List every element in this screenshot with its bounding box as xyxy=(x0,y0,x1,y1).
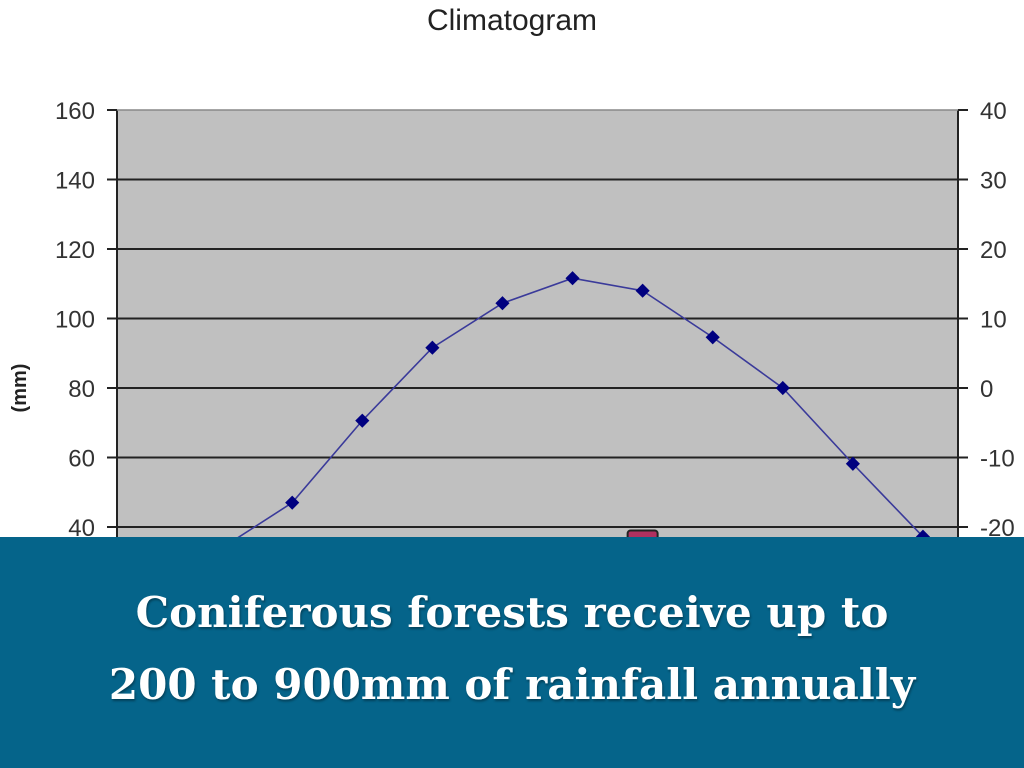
right-tick-label: 40 xyxy=(980,98,1007,125)
left-tick-label: 60 xyxy=(68,446,95,473)
temperature-point xyxy=(495,296,510,311)
temperature-point xyxy=(705,330,720,345)
left-tick-label: 100 xyxy=(55,307,95,334)
left-tick-label: 120 xyxy=(55,237,95,264)
temperature-point xyxy=(565,271,580,286)
temperature-point xyxy=(775,380,790,396)
right-tick-label: -10 xyxy=(980,446,1015,473)
caption-text: Coniferous forests receive up to 200 to … xyxy=(109,577,915,721)
right-tick-label: 30 xyxy=(980,168,1007,195)
temperature-point xyxy=(635,283,650,298)
caption-line-1: Coniferous forests receive up to xyxy=(135,587,889,637)
left-tick-label: 140 xyxy=(55,168,95,195)
temperature-point xyxy=(425,340,440,355)
temperature-point xyxy=(285,495,300,510)
caption-line-2: 200 to 900mm of rainfall annually xyxy=(108,659,916,709)
left-tick-label: 160 xyxy=(55,98,95,125)
caption-banner: Coniferous forests receive up to 200 to … xyxy=(0,537,1024,768)
temperature-point xyxy=(845,456,860,471)
right-tick-label: 20 xyxy=(980,237,1007,264)
y-axis-label: (mm) xyxy=(9,364,31,413)
right-tick-label: 0 xyxy=(980,376,993,403)
chart-title: Climatogram xyxy=(426,4,598,37)
right-tick-label: 10 xyxy=(980,307,1007,334)
temperature-point xyxy=(355,413,370,428)
left-tick-label: 80 xyxy=(68,376,95,403)
